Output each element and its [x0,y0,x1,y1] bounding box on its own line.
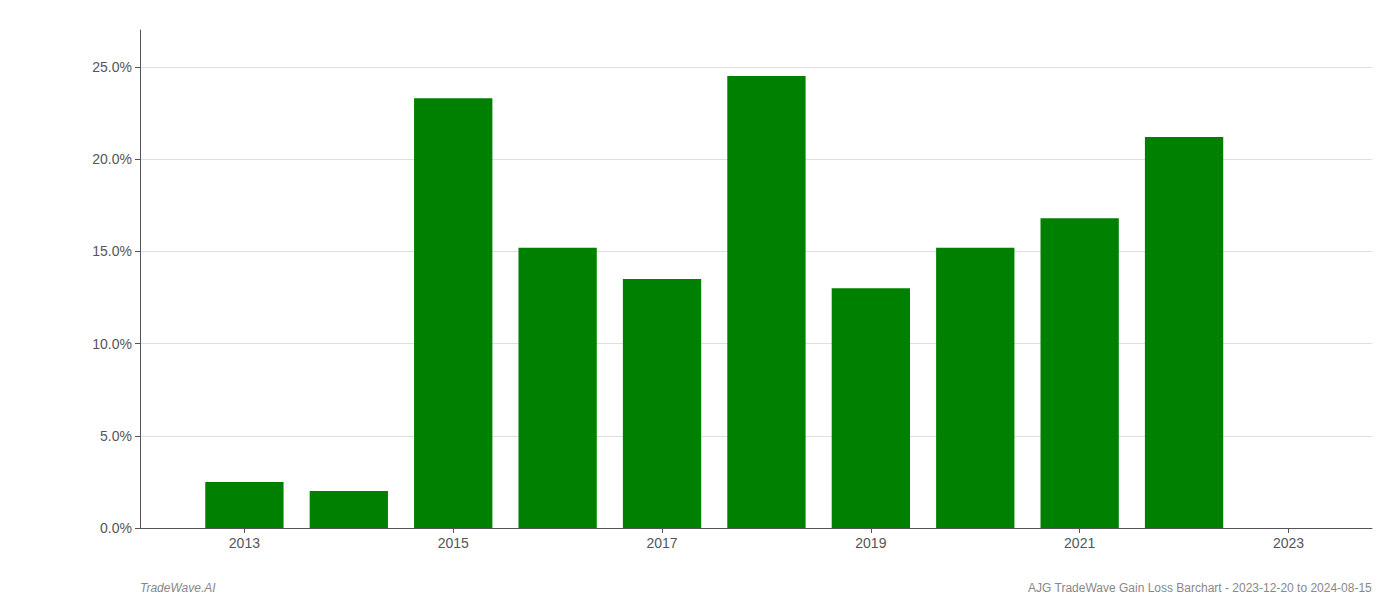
svg-text:TradeWave.AI: TradeWave.AI [140,581,216,595]
svg-text:10.0%: 10.0% [92,336,132,352]
svg-text:AJG TradeWave Gain Loss Barcha: AJG TradeWave Gain Loss Barchart - 2023-… [1028,581,1372,595]
svg-text:2013: 2013 [229,535,260,551]
svg-text:2023: 2023 [1273,535,1304,551]
svg-text:2017: 2017 [646,535,677,551]
svg-text:2015: 2015 [438,535,469,551]
svg-text:5.0%: 5.0% [100,428,132,444]
svg-text:15.0%: 15.0% [92,243,132,259]
svg-text:2021: 2021 [1064,535,1095,551]
svg-text:20.0%: 20.0% [92,151,132,167]
svg-text:0.0%: 0.0% [100,520,132,536]
svg-text:2019: 2019 [855,535,886,551]
svg-text:25.0%: 25.0% [92,59,132,75]
